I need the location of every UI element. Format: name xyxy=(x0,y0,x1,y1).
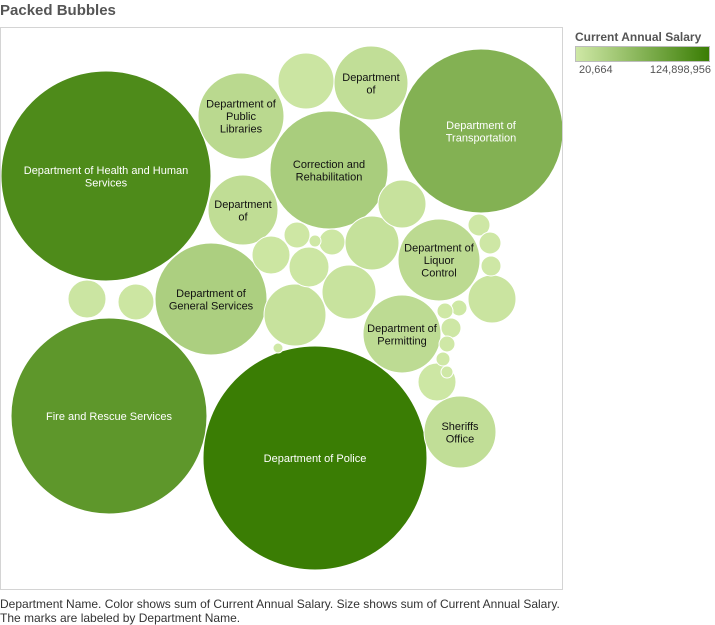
bubble[interactable] xyxy=(362,294,442,374)
bubble[interactable] xyxy=(398,48,562,214)
bubble[interactable] xyxy=(117,283,155,321)
bubble-label: Department of Transportation xyxy=(446,120,517,145)
bubble[interactable] xyxy=(480,255,502,277)
bubble-label: Department of Public Libraries xyxy=(206,99,277,136)
bubble[interactable] xyxy=(440,317,462,339)
bubble[interactable] xyxy=(440,365,454,379)
bubble[interactable] xyxy=(467,274,517,324)
bubble[interactable] xyxy=(467,213,491,237)
bubble-label: Department of Police xyxy=(264,453,367,465)
bubble[interactable] xyxy=(202,345,428,571)
bubble[interactable] xyxy=(397,218,481,302)
bubble-label: Department of xyxy=(214,199,271,224)
bubble-label: Department of Liquor Control xyxy=(404,243,475,280)
chart-title: Packed Bubbles xyxy=(0,2,116,19)
bubble[interactable] xyxy=(272,342,284,354)
bubble-label: Department of xyxy=(342,72,399,97)
bubble[interactable] xyxy=(283,221,311,249)
bubble[interactable] xyxy=(308,234,322,248)
packed-bubble-chart: Department of Police Department of Health… xyxy=(1,45,562,571)
bubble-label: Department of General Services xyxy=(169,288,254,313)
chart-caption: Department Name. Color shows sum of Curr… xyxy=(0,597,560,625)
bubble[interactable] xyxy=(377,179,427,229)
bubble[interactable] xyxy=(251,235,291,275)
bubble[interactable] xyxy=(207,174,279,246)
legend-min-label: 20,664 xyxy=(579,64,613,76)
legend-title: Current Annual Salary xyxy=(575,30,702,44)
legend-max-label: 124,898,956 xyxy=(649,64,711,76)
bubble-label: Department of Permitting xyxy=(367,323,438,348)
bubble[interactable] xyxy=(1,70,212,282)
bubble[interactable] xyxy=(436,302,454,320)
bubble-label: Fire and Rescue Services xyxy=(46,411,172,423)
bubble[interactable] xyxy=(197,72,285,160)
bubble[interactable] xyxy=(154,242,268,356)
bubble-label: Correction and Rehabilitation xyxy=(293,159,365,184)
bubble[interactable] xyxy=(438,335,456,353)
bubble[interactable] xyxy=(435,351,451,367)
bubble-label: Sheriffs Office xyxy=(441,421,479,446)
bubble[interactable] xyxy=(478,231,502,255)
bubble[interactable] xyxy=(318,228,346,256)
bubble[interactable] xyxy=(423,395,497,469)
bubble[interactable] xyxy=(67,279,107,319)
bubble-label: Department of Health and Human Services xyxy=(24,165,188,190)
bubble[interactable] xyxy=(321,264,377,320)
bubble-plot-area: Department of Police Department of Health… xyxy=(0,27,563,590)
bubble[interactable] xyxy=(263,283,327,347)
bubble[interactable] xyxy=(450,299,468,317)
legend-color-ramp xyxy=(575,46,710,62)
bubble[interactable] xyxy=(288,246,330,288)
bubble[interactable] xyxy=(277,52,335,110)
bubble[interactable] xyxy=(10,317,208,515)
